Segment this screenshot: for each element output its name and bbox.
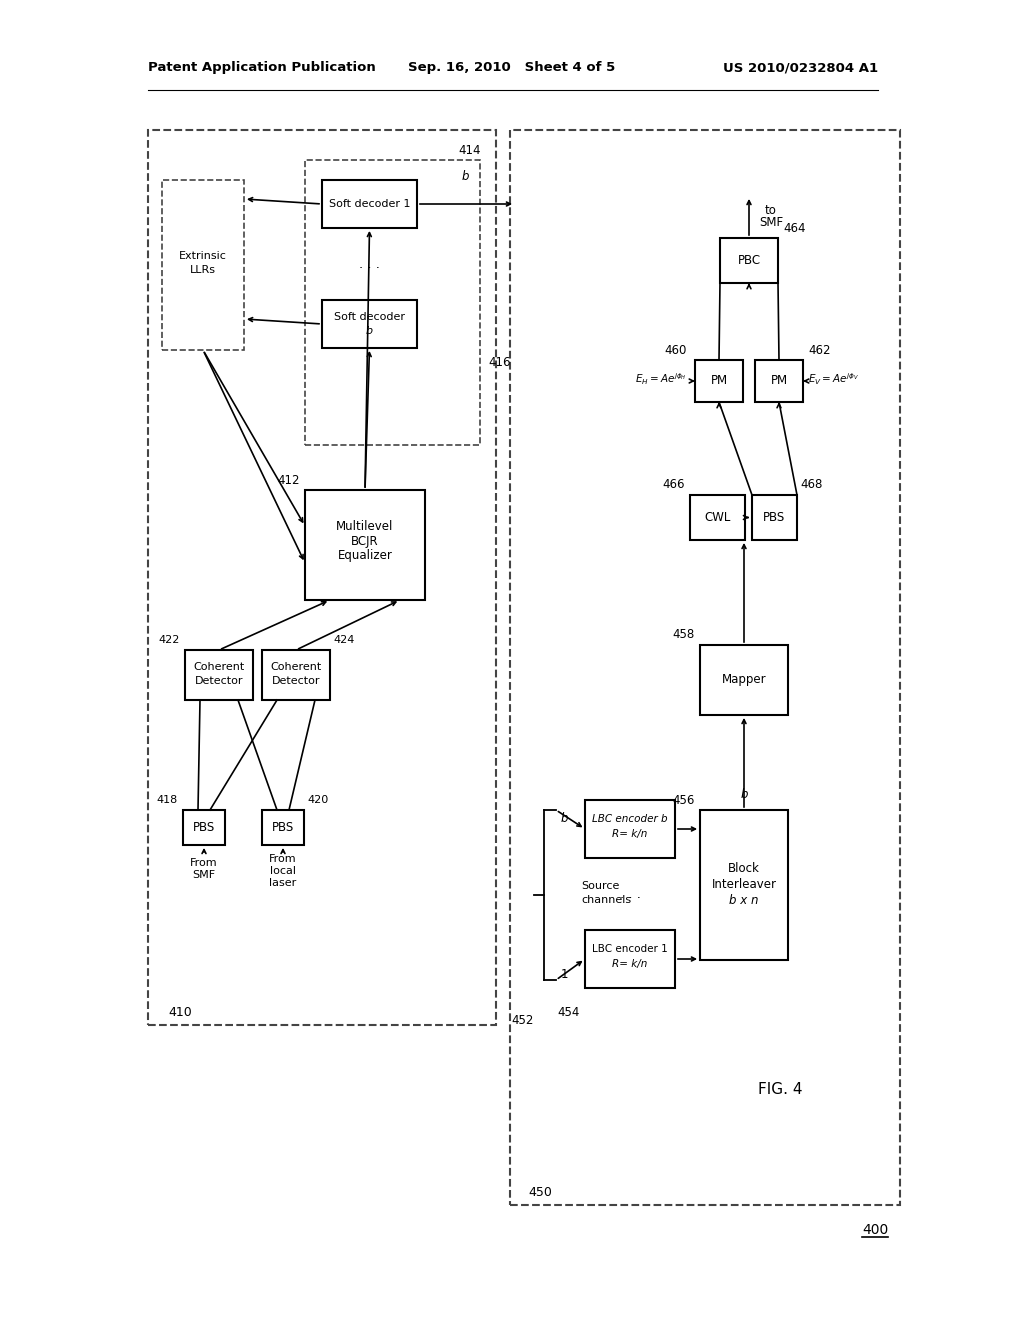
Text: b: b <box>561 812 568 825</box>
Text: PBC: PBC <box>737 253 761 267</box>
Text: 1: 1 <box>561 969 568 982</box>
Text: Coherent: Coherent <box>194 663 245 672</box>
Text: Equalizer: Equalizer <box>338 549 392 562</box>
Bar <box>305 160 480 445</box>
Text: Coherent: Coherent <box>270 663 322 672</box>
Bar <box>720 238 778 282</box>
Text: 422: 422 <box>159 635 180 645</box>
Bar <box>695 360 743 403</box>
Text: 410: 410 <box>168 1006 191 1019</box>
Text: b: b <box>366 326 373 337</box>
Bar <box>700 810 788 960</box>
Bar <box>305 490 425 601</box>
Text: Detector: Detector <box>271 676 321 686</box>
Bar <box>585 931 675 987</box>
Bar <box>690 495 745 540</box>
Bar <box>262 810 304 845</box>
Text: 454: 454 <box>558 1006 580 1019</box>
Text: Detector: Detector <box>195 676 244 686</box>
Text: $E_V = Ae^{j\phi_V}$: $E_V = Ae^{j\phi_V}$ <box>808 371 859 387</box>
Text: PM: PM <box>711 375 728 388</box>
Text: 468: 468 <box>800 479 822 491</box>
Text: BCJR: BCJR <box>351 535 379 548</box>
Text: 418: 418 <box>157 795 178 805</box>
Text: From: From <box>269 854 297 865</box>
Bar <box>148 129 496 1026</box>
Text: Block: Block <box>728 862 760 875</box>
Text: R= k/n: R= k/n <box>612 829 648 840</box>
Text: 466: 466 <box>663 479 685 491</box>
Bar <box>185 649 253 700</box>
Text: Soft decoder: Soft decoder <box>334 312 406 322</box>
Text: 450: 450 <box>528 1187 552 1200</box>
Text: Soft decoder 1: Soft decoder 1 <box>329 199 411 209</box>
Bar <box>162 180 244 350</box>
Text: From: From <box>190 858 218 869</box>
Text: b: b <box>461 169 469 182</box>
Text: LBC encoder b: LBC encoder b <box>592 814 668 824</box>
Bar <box>585 800 675 858</box>
Text: laser: laser <box>269 878 297 888</box>
Text: SMF: SMF <box>193 870 216 880</box>
Text: 456: 456 <box>673 793 695 807</box>
Text: 460: 460 <box>665 343 687 356</box>
Text: Interleaver: Interleaver <box>712 879 776 891</box>
Text: PM: PM <box>770 375 787 388</box>
Text: channels: channels <box>581 895 631 906</box>
Text: 462: 462 <box>808 343 830 356</box>
Text: 458: 458 <box>673 628 695 642</box>
Bar <box>510 129 900 1205</box>
Text: Multilevel: Multilevel <box>336 520 393 533</box>
Text: b: b <box>740 788 748 801</box>
Text: Extrinsic: Extrinsic <box>179 251 227 261</box>
Text: US 2010/0232804 A1: US 2010/0232804 A1 <box>723 62 878 74</box>
Bar <box>322 300 417 348</box>
Bar <box>755 360 803 403</box>
Text: . . .: . . . <box>620 887 640 900</box>
Text: FIG. 4: FIG. 4 <box>758 1082 803 1097</box>
Text: 424: 424 <box>333 635 354 645</box>
Text: 412: 412 <box>278 474 300 487</box>
Text: 452: 452 <box>512 1014 534 1027</box>
Bar <box>322 180 417 228</box>
Text: local: local <box>270 866 296 876</box>
Text: $E_H = Ae^{j\phi_H}$: $E_H = Ae^{j\phi_H}$ <box>636 371 687 387</box>
Text: PBS: PBS <box>763 511 785 524</box>
Text: CWL: CWL <box>705 511 731 524</box>
Text: R= k/n: R= k/n <box>612 960 648 969</box>
Text: 416: 416 <box>488 356 511 370</box>
Text: to: to <box>765 203 777 216</box>
Text: PBS: PBS <box>272 821 294 834</box>
Text: Patent Application Publication: Patent Application Publication <box>148 62 376 74</box>
Text: Mapper: Mapper <box>722 673 766 686</box>
Text: Sep. 16, 2010   Sheet 4 of 5: Sep. 16, 2010 Sheet 4 of 5 <box>409 62 615 74</box>
Text: 414: 414 <box>459 144 481 157</box>
Text: 420: 420 <box>307 795 329 805</box>
Text: LBC encoder 1: LBC encoder 1 <box>592 944 668 954</box>
Text: Source: Source <box>581 880 620 891</box>
Text: LLRs: LLRs <box>190 265 216 275</box>
Bar <box>262 649 330 700</box>
Text: SMF: SMF <box>759 216 783 230</box>
Bar <box>183 810 225 845</box>
Text: PBS: PBS <box>193 821 215 834</box>
Bar <box>700 645 788 715</box>
Bar <box>752 495 797 540</box>
Text: 464: 464 <box>783 222 806 235</box>
Text: 400: 400 <box>862 1224 888 1237</box>
Text: b x n: b x n <box>729 895 759 908</box>
Text: . . .: . . . <box>359 257 380 271</box>
